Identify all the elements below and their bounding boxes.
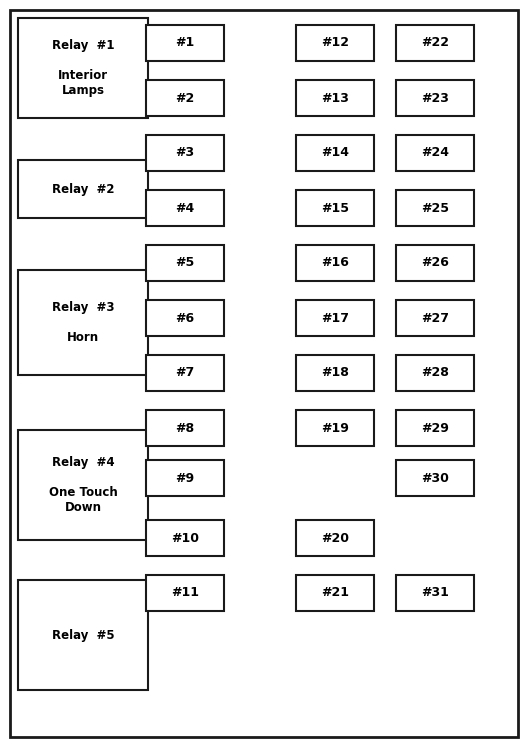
Bar: [396, 575, 474, 611]
Text: #4: #4: [175, 202, 195, 214]
Bar: [146, 520, 224, 556]
Text: Relay  #5: Relay #5: [52, 628, 115, 642]
Bar: [296, 135, 374, 171]
Bar: [146, 300, 224, 336]
Bar: [296, 25, 374, 61]
Bar: [146, 355, 224, 391]
Bar: [18, 580, 148, 690]
Bar: [18, 430, 148, 540]
Text: #2: #2: [175, 91, 195, 105]
Text: #22: #22: [421, 37, 449, 49]
Text: Relay  #1

Interior
Lamps: Relay #1 Interior Lamps: [52, 39, 114, 97]
Bar: [296, 80, 374, 116]
Text: #31: #31: [421, 586, 449, 600]
Text: #6: #6: [175, 311, 194, 324]
Bar: [146, 575, 224, 611]
Bar: [146, 460, 224, 496]
Bar: [396, 245, 474, 281]
Bar: [146, 25, 224, 61]
Text: #10: #10: [171, 532, 199, 545]
Text: #14: #14: [321, 146, 349, 160]
Text: #18: #18: [321, 367, 349, 379]
Bar: [146, 190, 224, 226]
Bar: [146, 410, 224, 446]
Text: #12: #12: [321, 37, 349, 49]
Text: #30: #30: [421, 471, 449, 485]
Bar: [396, 300, 474, 336]
Text: #15: #15: [321, 202, 349, 214]
Text: Relay  #2: Relay #2: [52, 182, 114, 196]
Bar: [18, 18, 148, 118]
Text: #16: #16: [321, 256, 349, 270]
Text: #9: #9: [175, 471, 194, 485]
Bar: [296, 300, 374, 336]
Bar: [296, 575, 374, 611]
Text: #29: #29: [421, 421, 449, 435]
Bar: [296, 355, 374, 391]
Text: Relay  #4

One Touch
Down: Relay #4 One Touch Down: [49, 456, 117, 514]
Bar: [296, 410, 374, 446]
Bar: [396, 460, 474, 496]
Text: #28: #28: [421, 367, 449, 379]
Bar: [396, 410, 474, 446]
Text: #7: #7: [175, 367, 195, 379]
Text: #24: #24: [421, 146, 449, 160]
Text: #13: #13: [321, 91, 349, 105]
Text: #21: #21: [321, 586, 349, 600]
Text: #27: #27: [421, 311, 449, 324]
Bar: [296, 190, 374, 226]
Text: #3: #3: [175, 146, 194, 160]
Text: #11: #11: [171, 586, 199, 600]
Bar: [396, 135, 474, 171]
Text: #19: #19: [321, 421, 349, 435]
Bar: [18, 270, 148, 375]
Bar: [146, 135, 224, 171]
Text: #8: #8: [175, 421, 194, 435]
Bar: [396, 80, 474, 116]
Text: #20: #20: [321, 532, 349, 545]
Text: #17: #17: [321, 311, 349, 324]
Bar: [396, 190, 474, 226]
Bar: [396, 355, 474, 391]
Bar: [146, 245, 224, 281]
Text: #5: #5: [175, 256, 195, 270]
Text: #26: #26: [421, 256, 449, 270]
Bar: [18, 160, 148, 218]
Bar: [296, 245, 374, 281]
Bar: [296, 520, 374, 556]
Bar: [146, 80, 224, 116]
Text: #1: #1: [175, 37, 195, 49]
Text: #25: #25: [421, 202, 449, 214]
Text: #23: #23: [421, 91, 449, 105]
Bar: [396, 25, 474, 61]
Text: Relay  #3

Horn: Relay #3 Horn: [52, 301, 114, 344]
